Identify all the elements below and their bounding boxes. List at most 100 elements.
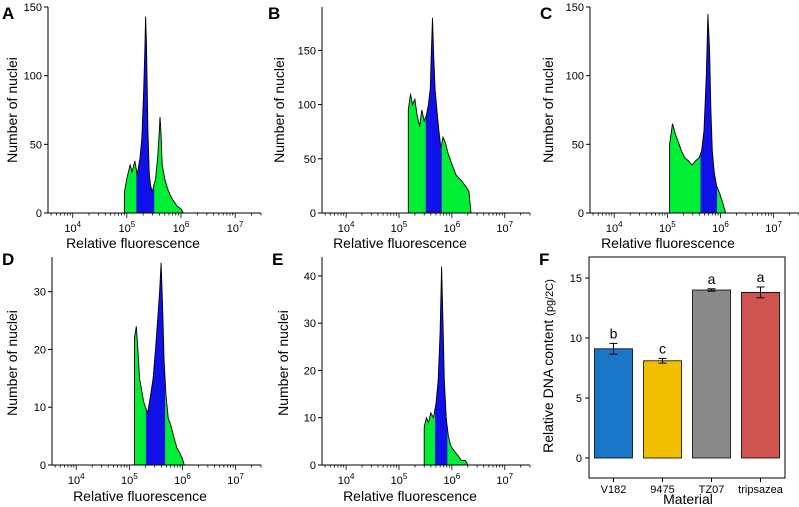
x-tick-label: 104 [338,472,355,487]
x-tick-exponent: 6 [724,220,729,229]
x-tick-base: 10 [391,223,403,235]
y-axis-label: Number of nuclei [4,310,20,416]
x-tick-exponent: 7 [778,220,783,229]
x-tick-base: 10 [338,475,350,487]
panel-label: E [272,250,283,269]
x-tick-base: 10 [496,475,508,487]
category-label: tripsazea [738,484,784,496]
x-tick-label: 104 [64,220,81,235]
y-tick-label: 0 [310,460,316,472]
x-tick-label: 105 [391,472,408,487]
x-tick-exponent: 7 [239,220,244,229]
y-tick-label: 40 [304,271,316,283]
panel-f: F 0 5 10 15 b V182 c 9475 a TZ07 a tripsazea Materi… [539,250,786,507]
histogram-outline [423,266,469,466]
histogram-outline [669,13,727,214]
panel-label: D [2,250,14,269]
histogram-area-blue [145,262,166,465]
x-tick-base: 10 [121,475,133,487]
y-tick-label: 100 [298,100,316,112]
y-tick-label: 10 [570,333,582,345]
significance-label: c [659,340,666,356]
x-tick-exponent: 6 [456,472,461,481]
histogram-area-blue [425,17,442,213]
x-tick-label: 105 [391,220,408,235]
x-tick-label: 107 [227,220,244,235]
x-tick-base: 10 [496,223,508,235]
y-tick-label: 15 [570,273,582,285]
histogram-outline [134,262,185,466]
y-axis-label-main: Relative DNA content [540,320,556,453]
panel-label: C [540,4,552,23]
x-tick-label: 104 [68,472,85,487]
histogram-area-green [124,16,184,213]
y-tick-label: 150 [298,45,316,57]
y-axis-label: Number of nuclei [540,57,556,163]
histogram-area-blue [700,13,718,213]
x-tick-base: 10 [659,223,671,235]
x-tick-exponent: 4 [350,472,355,481]
y-tick-label: 100 [566,71,584,83]
y-tick-label: 10 [34,402,46,414]
x-tick-exponent: 4 [618,220,623,229]
x-tick-label: 106 [174,472,191,487]
x-tick-base: 10 [765,223,777,235]
x-tick-base: 10 [227,475,239,487]
y-tick-label: 30 [34,287,46,299]
y-tick-label: 150 [566,2,584,14]
y-tick-label: 20 [304,365,316,377]
x-tick-exponent: 5 [403,220,408,229]
histogram-area-blue [435,266,448,465]
x-tick-base: 10 [712,223,724,235]
y-tick-label: 50 [572,139,584,151]
x-axis-label: Relative fluorescence [333,235,467,251]
histogram-outline [407,17,472,214]
x-tick-label: 106 [712,220,729,235]
x-tick-label: 104 [606,220,623,235]
x-tick-label: 105 [118,220,135,235]
category-label: V182 [601,484,627,496]
bar [692,289,731,459]
y-axis-label: Number of nuclei [275,310,291,416]
x-tick-base: 10 [444,223,456,235]
x-tick-label: 105 [659,220,676,235]
y-tick-label: 5 [576,393,582,405]
x-axis-label: Relative fluorescence [73,488,207,504]
x-tick-base: 10 [64,223,76,235]
bar [594,348,633,459]
y-axis-label: Number of nuclei [271,57,287,163]
y-tick-label: 150 [24,2,42,14]
x-axis-label: Relative fluorescence [601,235,735,251]
y-tick-label: 0 [576,453,582,465]
x-tick-label: 105 [121,472,138,487]
y-tick-label: 0 [40,460,46,472]
significance-label: a [708,271,716,287]
x-tick-label: 107 [765,220,782,235]
x-tick-base: 10 [606,223,618,235]
x-tick-label: 106 [173,220,190,235]
x-tick-exponent: 6 [456,220,461,229]
x-tick-base: 10 [68,475,80,487]
y-tick-label: 0 [36,208,42,220]
y-tick-label: 50 [30,139,42,151]
x-tick-exponent: 6 [185,220,190,229]
y-tick-label: 30 [304,318,316,330]
x-tick-exponent: 7 [509,220,514,229]
x-tick-base: 10 [338,223,350,235]
x-tick-exponent: 4 [77,220,82,229]
y-axis-label: Number of nuclei [4,57,20,163]
x-tick-exponent: 5 [671,220,676,229]
panel-label: A [2,4,14,23]
y-tick-label: 20 [34,344,46,356]
panel-label: B [268,4,280,23]
x-tick-exponent: 4 [80,472,85,481]
x-tick-exponent: 7 [240,472,245,481]
histogram-area-green [408,17,471,213]
x-tick-base: 10 [173,223,185,235]
